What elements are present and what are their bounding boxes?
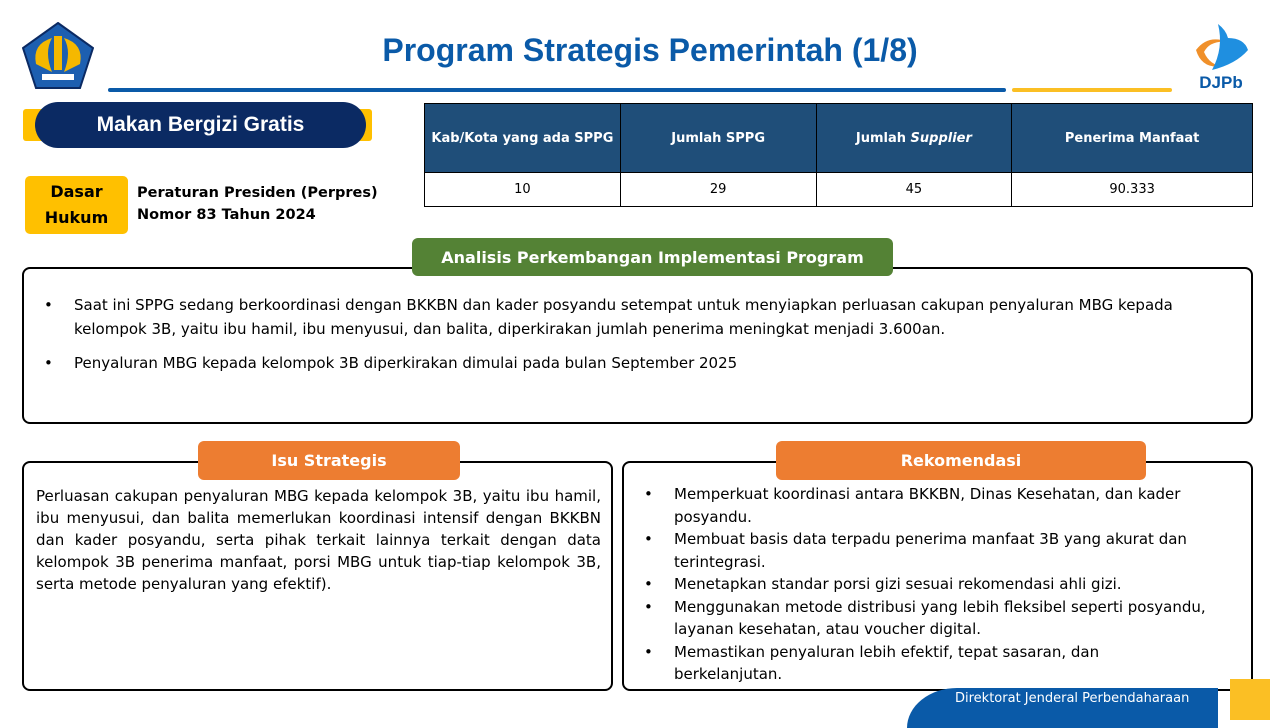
legal-label-line1: Dasar <box>50 182 103 201</box>
legal-basis-line2: Nomor 83 Tahun 2024 <box>137 207 316 223</box>
table-header-row: Kab/Kota yang ada SPPG Jumlah SPPG Jumla… <box>424 103 1253 173</box>
recommendation-title: Rekomendasi <box>776 441 1146 480</box>
legal-label-line2: Hukum <box>44 208 109 227</box>
col-jumlah-supplier: Jumlah Supplier <box>815 103 1013 173</box>
col-jumlah-sppg: Jumlah SPPG <box>619 103 817 173</box>
title-underline-yellow <box>1012 88 1172 92</box>
cell-jumlah-sppg: 29 <box>619 172 817 207</box>
djpb-logo: DJPb <box>1196 24 1248 92</box>
recommendation-bullet: Menggunakan metode distribusi yang lebih… <box>624 596 1211 641</box>
cell-kabkota: 10 <box>424 172 621 207</box>
recommendation-box: Memperkuat koordinasi antara BKKBN, Dina… <box>622 461 1253 691</box>
legal-basis-label: Dasar Hukum <box>25 176 128 234</box>
issue-box <box>22 461 613 691</box>
col-kabkota: Kab/Kota yang ada SPPG <box>424 103 621 173</box>
col-penerima-manfaat: Penerima Manfaat <box>1011 103 1253 173</box>
kemenkeu-logo <box>22 22 94 89</box>
col-supplier-italic: Supplier <box>910 130 972 146</box>
footer-label: Direktorat Jenderal Perbendaharaan <box>907 688 1218 728</box>
page-title: Program Strategis Pemerintah (1/8) <box>382 32 918 68</box>
analysis-title: Analisis Perkembangan Implementasi Progr… <box>412 238 893 276</box>
issue-text: Perluasan cakupan penyaluran MBG kepada … <box>36 487 601 593</box>
footer-accent <box>1230 679 1270 720</box>
cell-jumlah-supplier: 45 <box>815 172 1013 207</box>
issue-title: Isu Strategis <box>198 441 460 480</box>
program-name: Makan Bergizi Gratis <box>35 102 366 148</box>
recommendation-bullet: Menetapkan standar porsi gizi sesuai rek… <box>624 573 1211 596</box>
legal-basis-text: Peraturan Presiden (Perpres) Nomor 83 Tah… <box>137 182 378 226</box>
program-stats-table: Kab/Kota yang ada SPPG Jumlah SPPG Jumla… <box>424 103 1253 207</box>
recommendation-bullet: Membuat basis data terpadu penerima manf… <box>624 528 1211 573</box>
analysis-bullet: Penyaluran MBG kepada kelompok 3B diperk… <box>24 351 1251 375</box>
analysis-bullet: Saat ini SPPG sedang berkoordinasi denga… <box>24 293 1221 341</box>
djpb-logo-text: DJPb <box>1199 73 1242 92</box>
title-underline-blue <box>108 88 1006 92</box>
cell-penerima-manfaat: 90.333 <box>1011 172 1253 207</box>
table-row: 10 29 45 90.333 <box>424 172 1253 207</box>
recommendation-bullet: Memastikan penyaluran lebih efektif, tep… <box>624 641 1211 686</box>
legal-basis-line1: Peraturan Presiden (Perpres) <box>137 185 378 201</box>
col-supplier-prefix: Jumlah <box>855 130 911 146</box>
analysis-box: Saat ini SPPG sedang berkoordinasi denga… <box>22 267 1253 424</box>
recommendation-bullet: Memperkuat koordinasi antara BKKBN, Dina… <box>624 483 1211 528</box>
